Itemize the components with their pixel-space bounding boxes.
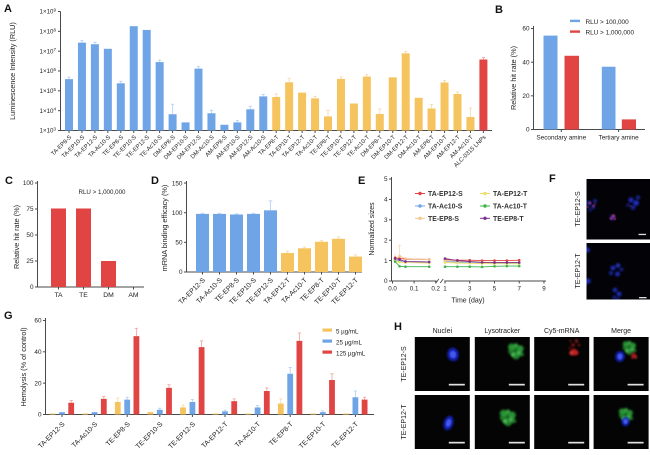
svg-text:0.0: 0.0 (388, 286, 397, 293)
svg-text:3: 3 (384, 217, 388, 224)
svg-text:100: 100 (23, 180, 34, 187)
svg-text:Normalized sizes: Normalized sizes (369, 202, 376, 256)
svg-text:0: 0 (30, 284, 34, 291)
svg-text:TE-EP8-T: TE-EP8-T (493, 216, 524, 223)
svg-text:5 µg/mL: 5 µg/mL (336, 329, 359, 336)
svg-text:20: 20 (522, 93, 530, 100)
svg-text:60: 60 (522, 26, 530, 33)
svg-text:TE-EP12-S: TE-EP12-S (401, 346, 408, 382)
svg-text:Relative hit rate (%): Relative hit rate (%) (509, 46, 518, 110)
svg-text:RLU > 100,000: RLU > 100,000 (586, 19, 630, 26)
svg-text:Merge: Merge (611, 328, 631, 335)
svg-text:B: B (495, 4, 503, 16)
svg-text:DM: DM (103, 292, 114, 299)
svg-text:RLU > 1,000,000: RLU > 1,000,000 (79, 189, 127, 196)
svg-text:AM: AM (128, 292, 139, 299)
svg-text:25: 25 (26, 258, 34, 265)
svg-text:1: 1 (384, 258, 388, 265)
svg-text:mRNA binding efficacy (%): mRNA binding efficacy (%) (160, 185, 169, 272)
svg-text:0: 0 (526, 127, 530, 134)
svg-text:TE-EP12-T: TE-EP12-T (575, 253, 582, 289)
svg-text:Hemolysis (% of control): Hemolysis (% of control) (19, 327, 28, 406)
svg-text:5: 5 (384, 176, 388, 183)
svg-text:F: F (549, 173, 556, 185)
svg-text:1×107: 1×107 (40, 47, 57, 55)
svg-text:Lysotracker: Lysotracker (484, 328, 521, 335)
svg-text:0: 0 (179, 269, 183, 276)
svg-text:Tertiary amine: Tertiary amine (599, 135, 640, 142)
svg-text:5: 5 (493, 286, 497, 293)
svg-text:TE: TE (79, 292, 88, 299)
svg-text:TA-Ac10-S: TA-Ac10-S (428, 204, 463, 211)
svg-text:7: 7 (517, 286, 521, 293)
svg-text:50: 50 (26, 232, 34, 239)
svg-text:0: 0 (38, 412, 42, 419)
svg-text:2: 2 (384, 237, 388, 244)
svg-text:1×106: 1×106 (40, 67, 57, 75)
svg-text:0.2: 0.2 (431, 286, 440, 293)
svg-text:1×109: 1×109 (40, 8, 57, 16)
svg-text:RLU > 1,000,000: RLU > 1,000,000 (586, 30, 635, 37)
svg-text:Luminescence Intensity (RLU): Luminescence Intensity (RLU) (8, 22, 17, 120)
svg-text:3: 3 (468, 286, 472, 293)
svg-text:TE-EP8-S: TE-EP8-S (428, 216, 459, 223)
svg-text:TE-EP12-S: TE-EP12-S (575, 191, 582, 227)
svg-text:1: 1 (443, 286, 447, 293)
svg-text:Cy5-mRNA: Cy5-mRNA (544, 328, 580, 335)
svg-text:D: D (151, 175, 159, 187)
svg-text:C: C (5, 175, 13, 187)
svg-text:1×104: 1×104 (40, 107, 57, 115)
svg-text:TA-Ac10-T: TA-Ac10-T (493, 204, 528, 211)
svg-text:Secondary amine: Secondary amine (536, 135, 586, 142)
svg-text:1×103: 1×103 (40, 127, 57, 135)
svg-text:G: G (4, 310, 13, 322)
svg-text:75: 75 (26, 206, 34, 213)
svg-text:60: 60 (34, 318, 42, 325)
svg-text:4: 4 (384, 197, 388, 204)
svg-text:150: 150 (172, 180, 183, 187)
svg-text:TE-EP12-T: TE-EP12-T (401, 404, 408, 440)
svg-text:0: 0 (384, 278, 388, 285)
svg-text:20: 20 (34, 380, 42, 387)
svg-text:50: 50 (175, 240, 183, 247)
svg-text:1×108: 1×108 (40, 27, 57, 35)
svg-text:40: 40 (34, 349, 42, 356)
svg-text:E: E (358, 175, 365, 187)
svg-text:A: A (4, 3, 12, 15)
svg-text:Relative hit rate (%): Relative hit rate (%) (12, 205, 21, 269)
svg-text:H: H (394, 321, 402, 333)
svg-text:1×105: 1×105 (40, 87, 57, 95)
svg-text:40: 40 (522, 59, 530, 66)
svg-text:25 µg/mL: 25 µg/mL (336, 340, 362, 347)
svg-text:TA: TA (54, 292, 63, 299)
svg-text:100: 100 (172, 210, 183, 217)
svg-text:TA-EP12-S: TA-EP12-S (428, 191, 463, 198)
svg-text:Nuclei: Nuclei (433, 328, 453, 335)
svg-text:9: 9 (542, 286, 546, 293)
svg-text:125 µg/mL: 125 µg/mL (336, 351, 366, 358)
svg-text:TA-EP12-T: TA-EP12-T (493, 191, 528, 198)
svg-text:Time (day): Time (day) (451, 298, 484, 305)
svg-text:0.1: 0.1 (410, 286, 419, 293)
